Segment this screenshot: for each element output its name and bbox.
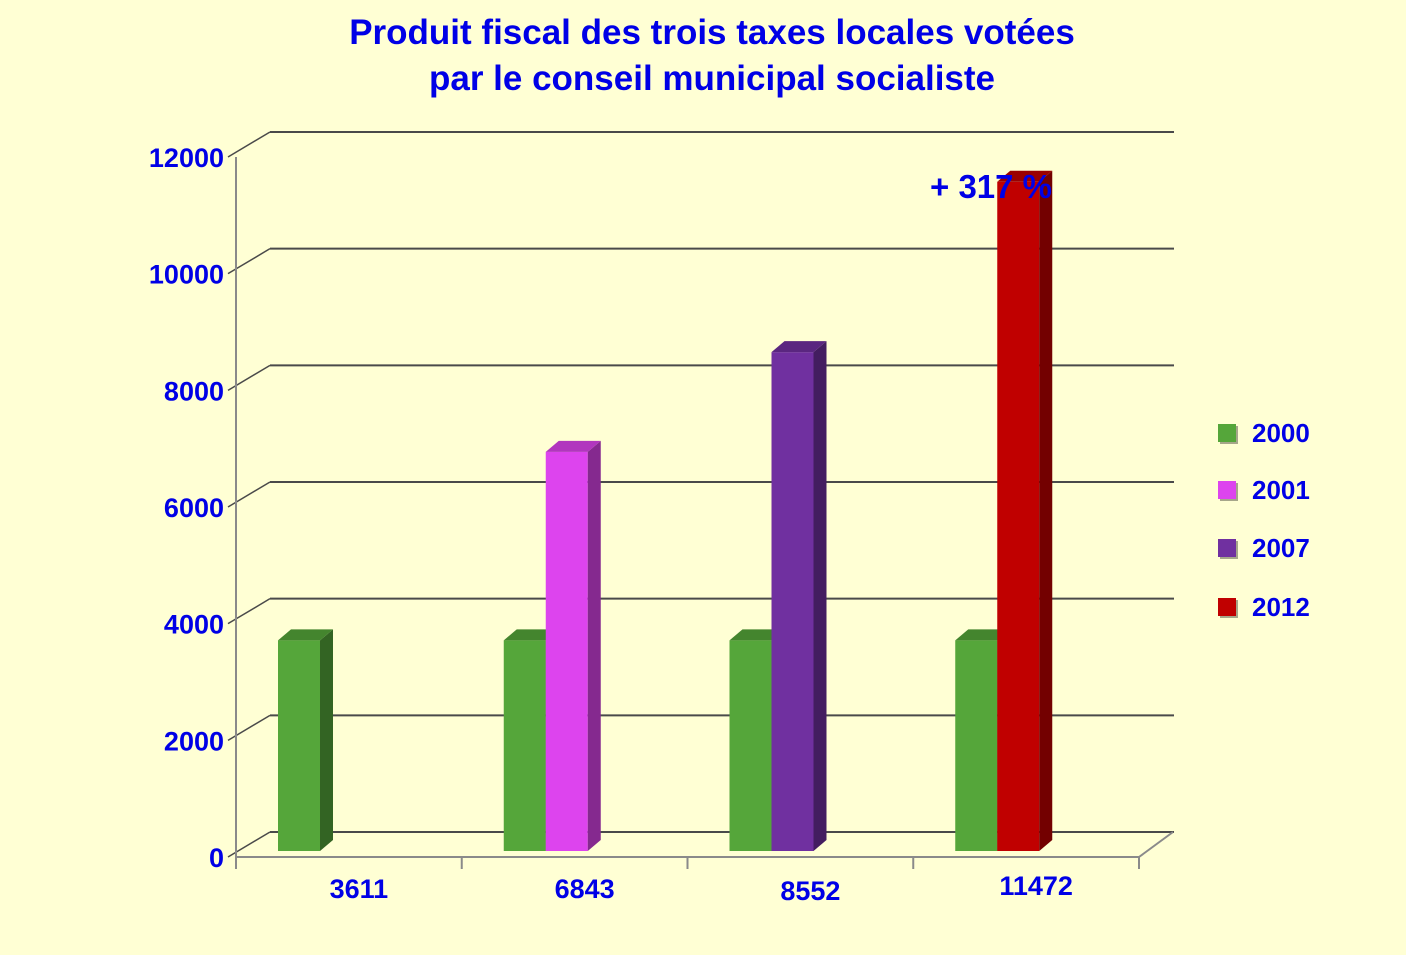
percent-increase-annotation: + 317 %	[930, 168, 1052, 205]
legend-label-2001: 2001	[1252, 475, 1310, 505]
grid-diagonal-2000	[227, 714, 271, 741]
grid-diagonal-8000	[227, 364, 271, 391]
grid-diagonal-6000	[227, 481, 271, 508]
grid-diagonal-12000	[227, 131, 271, 158]
chart-title-line-2: par le conseil municipal socialiste	[428, 59, 996, 98]
x-tick-label: 6843	[555, 874, 615, 904]
y-tick-label: 10000	[149, 260, 224, 290]
y-tick-label: 2000	[164, 726, 224, 756]
legend-swatch-2012	[1218, 598, 1236, 616]
y-tick-label: 8000	[164, 376, 224, 406]
x-tick-label: 11472	[999, 871, 1073, 901]
bar-2007-8552	[771, 341, 827, 851]
legend-label-2007: 2007	[1252, 533, 1310, 563]
grid-diagonal-10000	[227, 248, 271, 275]
bar-2000-3611	[278, 629, 333, 851]
x-tick-label: 8552	[780, 876, 840, 906]
legend-label-2012: 2012	[1252, 592, 1310, 622]
y-tick-label: 12000	[149, 143, 224, 173]
legend-label-2000: 2000	[1252, 418, 1310, 448]
grid-diagonal-0	[227, 831, 271, 858]
y-tick-label: 6000	[164, 493, 224, 523]
grid-diagonal-4000	[227, 598, 271, 625]
bar-2012-11472	[997, 170, 1053, 852]
x-axis-depth-line	[1138, 831, 1174, 858]
bar-2001-6843	[545, 440, 601, 851]
legend-swatch-2000	[1218, 424, 1236, 442]
y-tick-label: 4000	[164, 610, 224, 640]
axis-layer	[235, 157, 1174, 869]
legend-swatch-2007	[1218, 539, 1236, 557]
bars-layer	[278, 170, 1053, 852]
chart-title-line-1: Produit fiscal des trois taxes locales v…	[349, 13, 1075, 52]
x-tick-label: 3611	[330, 874, 389, 904]
y-tick-label: 0	[209, 843, 224, 873]
labels-layer: 0 2000 4000 6000 8000 10000 12000 3611 6843 8552 1…	[149, 143, 1073, 906]
legend-swatch-2001	[1218, 481, 1236, 499]
